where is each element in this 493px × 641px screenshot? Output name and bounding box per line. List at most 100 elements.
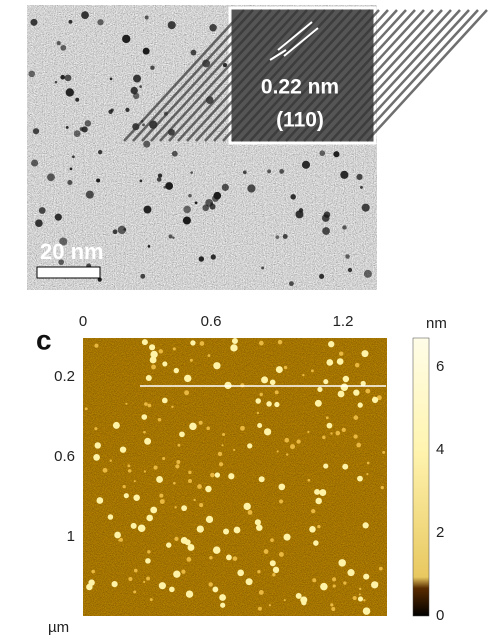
afm-particle: [274, 401, 280, 408]
afm-particle: [307, 478, 311, 482]
afm-particle: [186, 557, 192, 562]
afm-particle: [309, 526, 316, 533]
afm-particle: [278, 483, 286, 491]
particle: [345, 254, 350, 259]
particle: [194, 201, 198, 205]
afm-particle: [255, 398, 261, 404]
particle: [247, 184, 256, 193]
particle: [347, 267, 353, 273]
afm-particle: [256, 411, 260, 415]
afm-particle: [209, 556, 213, 560]
particle: [110, 108, 114, 112]
particle: [261, 266, 265, 270]
particle: [242, 170, 247, 175]
afm-particle: [361, 350, 369, 358]
afm-particle: [376, 395, 382, 401]
afm-particle: [339, 351, 344, 356]
afm-particle: [275, 366, 283, 374]
fringe: [258, 9, 380, 142]
afm-particle: [230, 344, 238, 352]
afm-particle: [123, 493, 129, 499]
afm-particle: [133, 480, 136, 483]
afm-particle: [173, 570, 181, 578]
particle: [172, 236, 175, 239]
afm-particle: [363, 573, 370, 580]
afm-particle: [147, 550, 151, 554]
afm-particle: [150, 350, 158, 359]
afm-particle: [357, 475, 363, 482]
particle: [67, 179, 73, 186]
fringe: [141, 9, 263, 142]
afm-particle: [258, 589, 264, 595]
particle: [47, 173, 55, 182]
fringe: [321, 9, 443, 142]
fringe: [204, 9, 326, 142]
afm-particle: [336, 358, 344, 365]
afm-particle: [162, 456, 166, 461]
particle: [54, 213, 62, 221]
afm-particle: [94, 343, 99, 348]
afm-particle: [284, 437, 290, 443]
afm-particle: [254, 519, 261, 526]
afm-particle: [323, 463, 329, 469]
fringe: [267, 9, 389, 142]
afm-particle: [184, 390, 190, 396]
fringe: [366, 9, 488, 142]
afm-particle: [218, 462, 224, 467]
afm-particle: [189, 358, 193, 362]
particle: [140, 273, 146, 279]
afm-particle: [357, 596, 364, 602]
particle: [28, 70, 36, 78]
afm-particle: [114, 531, 121, 539]
afm-particle: [157, 418, 162, 422]
afm-particle: [371, 581, 379, 589]
afm-particle: [347, 569, 355, 577]
colorbar-unit: nm: [426, 315, 447, 332]
particle: [267, 169, 272, 174]
particle: [98, 149, 103, 155]
particle: [130, 86, 138, 95]
particle: [60, 74, 66, 80]
afm-particle: [199, 341, 205, 346]
afm-particle: [214, 472, 221, 478]
afm-particle: [130, 522, 137, 529]
particle: [122, 34, 131, 44]
afm-particle: [360, 380, 366, 387]
fringe: [348, 9, 470, 142]
afm-particle: [285, 453, 289, 456]
afm-particle: [337, 390, 345, 398]
afm-particle: [118, 539, 121, 542]
particle: [96, 178, 101, 183]
afm-particle: [145, 558, 151, 564]
fringe: [132, 9, 254, 142]
particle: [298, 208, 304, 213]
particle: [210, 202, 214, 206]
afm-particle: [146, 514, 153, 522]
afm-particle: [365, 388, 371, 394]
particle: [150, 65, 155, 70]
afm-particle: [278, 499, 284, 504]
y-unit: µm: [48, 619, 69, 636]
inset-plane: (110): [276, 109, 324, 132]
particle: [342, 225, 347, 230]
afm-particle: [272, 573, 276, 577]
fringe: [177, 9, 299, 142]
afm-particle: [143, 580, 146, 584]
afm-particle: [102, 467, 108, 473]
afm-particle: [352, 595, 357, 601]
particle: [190, 171, 193, 174]
particle: [32, 128, 40, 135]
afm-particle: [240, 425, 245, 431]
afm-particle: [232, 556, 238, 561]
fringe: [168, 9, 290, 142]
afm-particle: [283, 533, 291, 541]
afm-particle: [143, 430, 146, 434]
afm-particle: [256, 524, 263, 531]
afm-particle: [335, 430, 341, 436]
afm-particle: [188, 470, 192, 475]
particle: [38, 207, 46, 214]
scale-bar-label: 20 nm: [40, 239, 104, 264]
afm-particle: [174, 536, 179, 541]
fringe: [339, 9, 461, 142]
